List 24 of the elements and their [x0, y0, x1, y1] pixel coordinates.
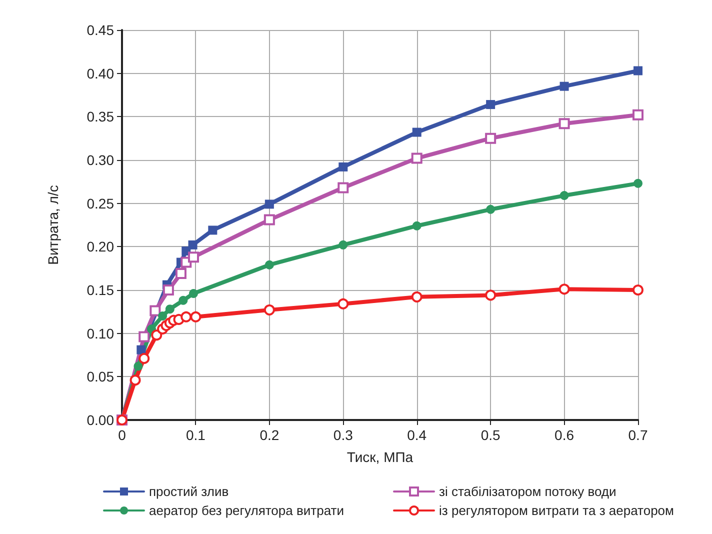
x-tick-label: 0.3	[333, 427, 354, 443]
y-tick-label: 0.05	[86, 368, 114, 385]
x-tick-label: 0.5	[480, 427, 501, 443]
x-tick-label: 0.7	[628, 427, 648, 443]
y-tick-label: 0.25	[86, 195, 114, 212]
x-tick-label: 0.6	[554, 427, 574, 443]
y-tick-label: 0.45	[86, 22, 114, 38]
y-tick-label: 0.20	[86, 238, 114, 255]
y-tick-label: 0.00	[86, 412, 114, 428]
legend-label: аератор без регулятора витрати	[149, 503, 344, 518]
x-tick-label: 0.1	[186, 427, 206, 443]
x-tick-label: 0.4	[407, 427, 427, 443]
y-tick-label: 0.30	[86, 152, 114, 168]
x-tick-label: 0	[118, 427, 126, 443]
legend-label: простий злив	[149, 484, 229, 499]
y-tick-label: 0.10	[86, 325, 114, 342]
legend-label: із регулятором витрати та з аератором	[439, 503, 674, 518]
y-tick-label: 0.15	[86, 282, 114, 298]
y-tick-label: 0.40	[86, 65, 114, 82]
y-axis-title: Витрата, л/с	[45, 185, 61, 265]
x-tick-label: 0.2	[260, 427, 280, 443]
y-tick-label: 0.35	[86, 108, 114, 125]
legend-label: зі стабілізатором потоку води	[439, 484, 616, 499]
x-axis-title: Тиск, МПа	[346, 449, 414, 465]
